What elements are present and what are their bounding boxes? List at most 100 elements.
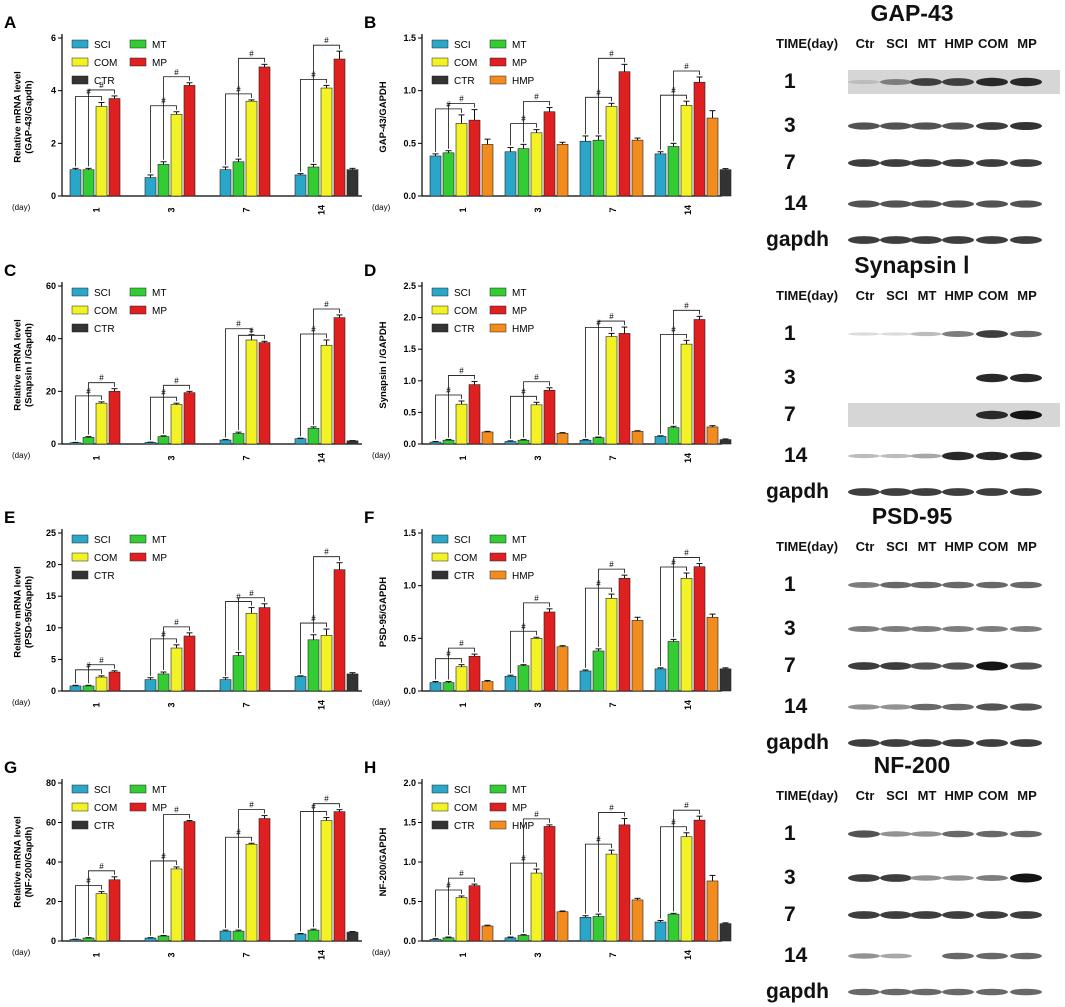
x-tick-label: 1 bbox=[458, 952, 468, 957]
legend-label-COM: COM bbox=[94, 803, 117, 814]
significance-bracket bbox=[523, 101, 550, 143]
gel-strip-row-14 bbox=[848, 451, 1042, 461]
y-tick-label: 5 bbox=[51, 654, 56, 664]
blot-band bbox=[1010, 451, 1042, 461]
blot-band bbox=[942, 331, 974, 337]
lane-label: MT bbox=[917, 539, 937, 554]
significance-mark: # bbox=[684, 549, 689, 558]
blot-band bbox=[976, 952, 1008, 960]
legend-label-HMP: HMP bbox=[512, 821, 535, 832]
legend-swatch-CTR bbox=[431, 570, 449, 580]
x-tick-label: 1 bbox=[458, 702, 468, 707]
legend-swatch-MT bbox=[129, 534, 147, 544]
y-tick-label: 80 bbox=[46, 778, 56, 788]
bar-MT-day-1 bbox=[82, 169, 95, 197]
blot-band bbox=[910, 911, 942, 919]
significance-mark: # bbox=[236, 593, 241, 602]
significance-mark: # bbox=[609, 312, 614, 321]
blot-band bbox=[880, 874, 912, 882]
gel-strip-row-3 bbox=[848, 873, 1042, 883]
significance-mark: # bbox=[534, 594, 539, 603]
blot-band bbox=[910, 78, 942, 86]
bar-SCI-day-14 bbox=[294, 174, 307, 197]
legend-label-MT: MT bbox=[152, 535, 166, 546]
blot-row-label: 7 bbox=[784, 151, 796, 174]
blot-band bbox=[848, 662, 880, 670]
y-tick-label: 1.0 bbox=[403, 86, 416, 96]
bar-COM-day-14 bbox=[320, 820, 333, 942]
blot-band bbox=[848, 988, 880, 996]
bar-MT-day-3 bbox=[517, 935, 530, 942]
bar-COM-day-1 bbox=[95, 402, 108, 445]
blot-band bbox=[910, 122, 942, 130]
bar-SCI-day-3 bbox=[144, 937, 157, 942]
significance-bracket bbox=[598, 812, 625, 913]
blot-band bbox=[976, 410, 1008, 420]
legend-label-COM: COM bbox=[94, 553, 117, 564]
y-tick-label: 6 bbox=[51, 33, 56, 43]
legend-label-CTR: CTR bbox=[94, 571, 115, 582]
legend-label-MP: MP bbox=[512, 803, 527, 814]
legend-swatch-HMP bbox=[489, 570, 507, 580]
significance-mark: # bbox=[99, 81, 104, 90]
bar-COM-day-14 bbox=[320, 87, 333, 197]
bar-MT-day-1 bbox=[82, 685, 95, 692]
legend-swatch-CTR bbox=[431, 75, 449, 85]
lane-label: HMP bbox=[944, 788, 974, 803]
blot-band bbox=[1010, 873, 1042, 883]
blot-band bbox=[910, 331, 942, 337]
blot-row-label: gapdh bbox=[766, 480, 829, 503]
legend-label-MP: MP bbox=[152, 803, 167, 814]
chart-panel-F: F0.00.51.01.5PSD-95/GAPDH##1##3##7##14(d… bbox=[364, 508, 732, 710]
bar-MP-day-1 bbox=[108, 391, 121, 445]
y-axis-label: PSD-95/GAPDH bbox=[378, 577, 389, 647]
blot-band bbox=[910, 159, 942, 167]
gel-strip-row-gapdh bbox=[848, 488, 1042, 496]
significance-mark: # bbox=[684, 801, 689, 810]
lane-label: COM bbox=[978, 788, 1009, 803]
bar-MT-day-14 bbox=[307, 427, 320, 445]
bar-HMP-day-3 bbox=[556, 144, 569, 197]
bar-MT-day-3 bbox=[517, 665, 530, 692]
blot-row-label: gapdh bbox=[766, 731, 829, 754]
blot-row-label: 7 bbox=[784, 654, 796, 677]
legend-swatch-CTR bbox=[71, 75, 89, 85]
y-axis-label: GAP-43/GAPDH bbox=[378, 81, 389, 152]
bar-CTR-day-14 bbox=[346, 440, 359, 445]
legend-label-HMP: HMP bbox=[512, 571, 535, 582]
bar-MT-day-7 bbox=[232, 655, 245, 692]
x-tick-label: 3 bbox=[533, 455, 543, 460]
legend-swatch-HMP bbox=[489, 820, 507, 830]
bar-MP-day-1 bbox=[468, 384, 481, 445]
significance-mark: # bbox=[249, 326, 254, 335]
legend-swatch-CTR bbox=[71, 820, 89, 830]
significance-bracket bbox=[598, 568, 625, 647]
x-tick-label: 3 bbox=[533, 952, 543, 957]
significance-mark: # bbox=[174, 806, 179, 815]
gel-strip-row-gapdh bbox=[848, 739, 1042, 747]
blot-band bbox=[848, 953, 880, 959]
y-axis-label: Synapsin I /GAPDH bbox=[378, 321, 389, 408]
y-axis-label: Relative mRNA level bbox=[13, 566, 24, 658]
bar-COM-day-7 bbox=[245, 843, 258, 942]
western-blot-2: Synapsin Ⅰ TIME(day) Ctr SCI MT HMP COM MP 1 3 7 14… bbox=[762, 252, 1062, 503]
gel-strip-row-1 bbox=[848, 581, 1042, 589]
y-tick-label: 1.5 bbox=[403, 344, 416, 354]
y-tick-label: 1.5 bbox=[403, 33, 416, 43]
bar-COM-day-14 bbox=[680, 343, 693, 445]
significance-bracket bbox=[598, 320, 625, 436]
blot-row-label: 7 bbox=[784, 903, 796, 926]
blot-row-label: 1 bbox=[784, 70, 796, 93]
legend-label-HMP: HMP bbox=[512, 76, 535, 87]
x-tick-label: 1 bbox=[458, 207, 468, 212]
bar-SCI-day-7 bbox=[579, 670, 592, 692]
bar-HMP-day-1 bbox=[481, 925, 494, 942]
bar-MT-day-3 bbox=[157, 673, 170, 692]
bar-SCI-day-14 bbox=[294, 676, 307, 692]
bar-HMP-day-3 bbox=[556, 911, 569, 942]
x-tick-label: 7 bbox=[242, 455, 252, 460]
bar-MP-day-14 bbox=[693, 819, 706, 942]
bar-CTR-day-14 bbox=[719, 923, 732, 942]
day-unit-label: (day) bbox=[12, 451, 31, 460]
lane-label: HMP bbox=[944, 36, 974, 51]
